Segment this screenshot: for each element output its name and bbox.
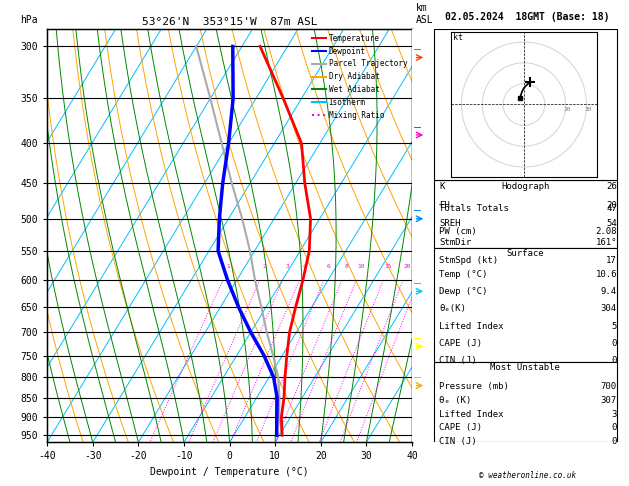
Text: Surface: Surface	[506, 249, 544, 259]
Y-axis label: Mixing Ratio (g/kg): Mixing Ratio (g/kg)	[435, 185, 443, 287]
Text: 700: 700	[601, 382, 617, 391]
Text: θₑ (K): θₑ (K)	[440, 396, 472, 405]
Text: 47: 47	[606, 204, 617, 213]
Text: 3: 3	[286, 264, 289, 269]
Text: CIN (J): CIN (J)	[440, 356, 477, 365]
Text: Pressure (mb): Pressure (mb)	[440, 382, 509, 391]
Text: 0: 0	[611, 339, 617, 348]
Text: 3: 3	[611, 410, 617, 418]
Text: km
ASL: km ASL	[416, 3, 433, 25]
Text: Lifted Index: Lifted Index	[440, 322, 504, 330]
Text: 0: 0	[611, 423, 617, 432]
Text: StmSpd (kt): StmSpd (kt)	[440, 257, 499, 265]
Text: CAPE (J): CAPE (J)	[440, 339, 482, 348]
Text: 10: 10	[357, 264, 365, 269]
Text: EH: EH	[440, 201, 450, 209]
Text: 0: 0	[611, 437, 617, 446]
Text: PW (cm): PW (cm)	[440, 226, 477, 236]
Text: 8: 8	[345, 264, 348, 269]
Text: θₑ(K): θₑ(K)	[440, 304, 466, 313]
Text: CAPE (J): CAPE (J)	[440, 423, 482, 432]
Text: 20: 20	[404, 264, 411, 269]
Bar	[433, 180, 617, 248]
Text: SREH: SREH	[440, 219, 461, 228]
Text: 9.4: 9.4	[601, 287, 617, 296]
Text: 4: 4	[303, 264, 306, 269]
Text: StmDir: StmDir	[440, 238, 472, 247]
Text: CIN (J): CIN (J)	[440, 437, 477, 446]
Text: Hodograph: Hodograph	[501, 182, 549, 191]
Text: 307: 307	[601, 396, 617, 405]
Text: LCL: LCL	[416, 433, 431, 441]
Bar	[433, 248, 617, 362]
Text: Dewp (°C): Dewp (°C)	[440, 287, 488, 296]
Text: K: K	[440, 182, 445, 191]
Text: 5: 5	[611, 322, 617, 330]
Text: 1: 1	[226, 264, 230, 269]
Text: Totals Totals: Totals Totals	[440, 204, 509, 213]
Text: 54: 54	[606, 219, 617, 228]
Text: hPa: hPa	[20, 15, 38, 25]
Text: 161°: 161°	[596, 238, 617, 247]
Text: 30: 30	[584, 107, 592, 112]
Bar	[433, 29, 617, 180]
Text: kt: kt	[453, 33, 463, 42]
Bar	[433, 362, 617, 442]
Text: 10.6: 10.6	[596, 270, 617, 278]
Text: 02.05.2024  18GMT (Base: 18): 02.05.2024 18GMT (Base: 18)	[445, 12, 610, 22]
X-axis label: Dewpoint / Temperature (°C): Dewpoint / Temperature (°C)	[150, 467, 309, 477]
Legend: Temperature, Dewpoint, Parcel Trajectory, Dry Adiabat, Wet Adiabat, Isotherm, Mi: Temperature, Dewpoint, Parcel Trajectory…	[309, 31, 411, 123]
Text: 6: 6	[327, 264, 331, 269]
Text: 20: 20	[564, 107, 571, 112]
Text: 26: 26	[606, 182, 617, 191]
Text: 2: 2	[263, 264, 267, 269]
Text: Most Unstable: Most Unstable	[490, 363, 560, 372]
Text: 17: 17	[606, 257, 617, 265]
Text: Temp (°C): Temp (°C)	[440, 270, 488, 278]
Text: Lifted Index: Lifted Index	[440, 410, 504, 418]
Text: 15: 15	[384, 264, 392, 269]
Text: 0: 0	[611, 356, 617, 365]
Text: 2.08: 2.08	[596, 226, 617, 236]
Text: © weatheronline.co.uk: © weatheronline.co.uk	[479, 471, 576, 480]
Text: 304: 304	[601, 304, 617, 313]
Title: 53°26'N  353°15'W  87m ASL: 53°26'N 353°15'W 87m ASL	[142, 17, 318, 27]
Text: 20: 20	[606, 201, 617, 209]
